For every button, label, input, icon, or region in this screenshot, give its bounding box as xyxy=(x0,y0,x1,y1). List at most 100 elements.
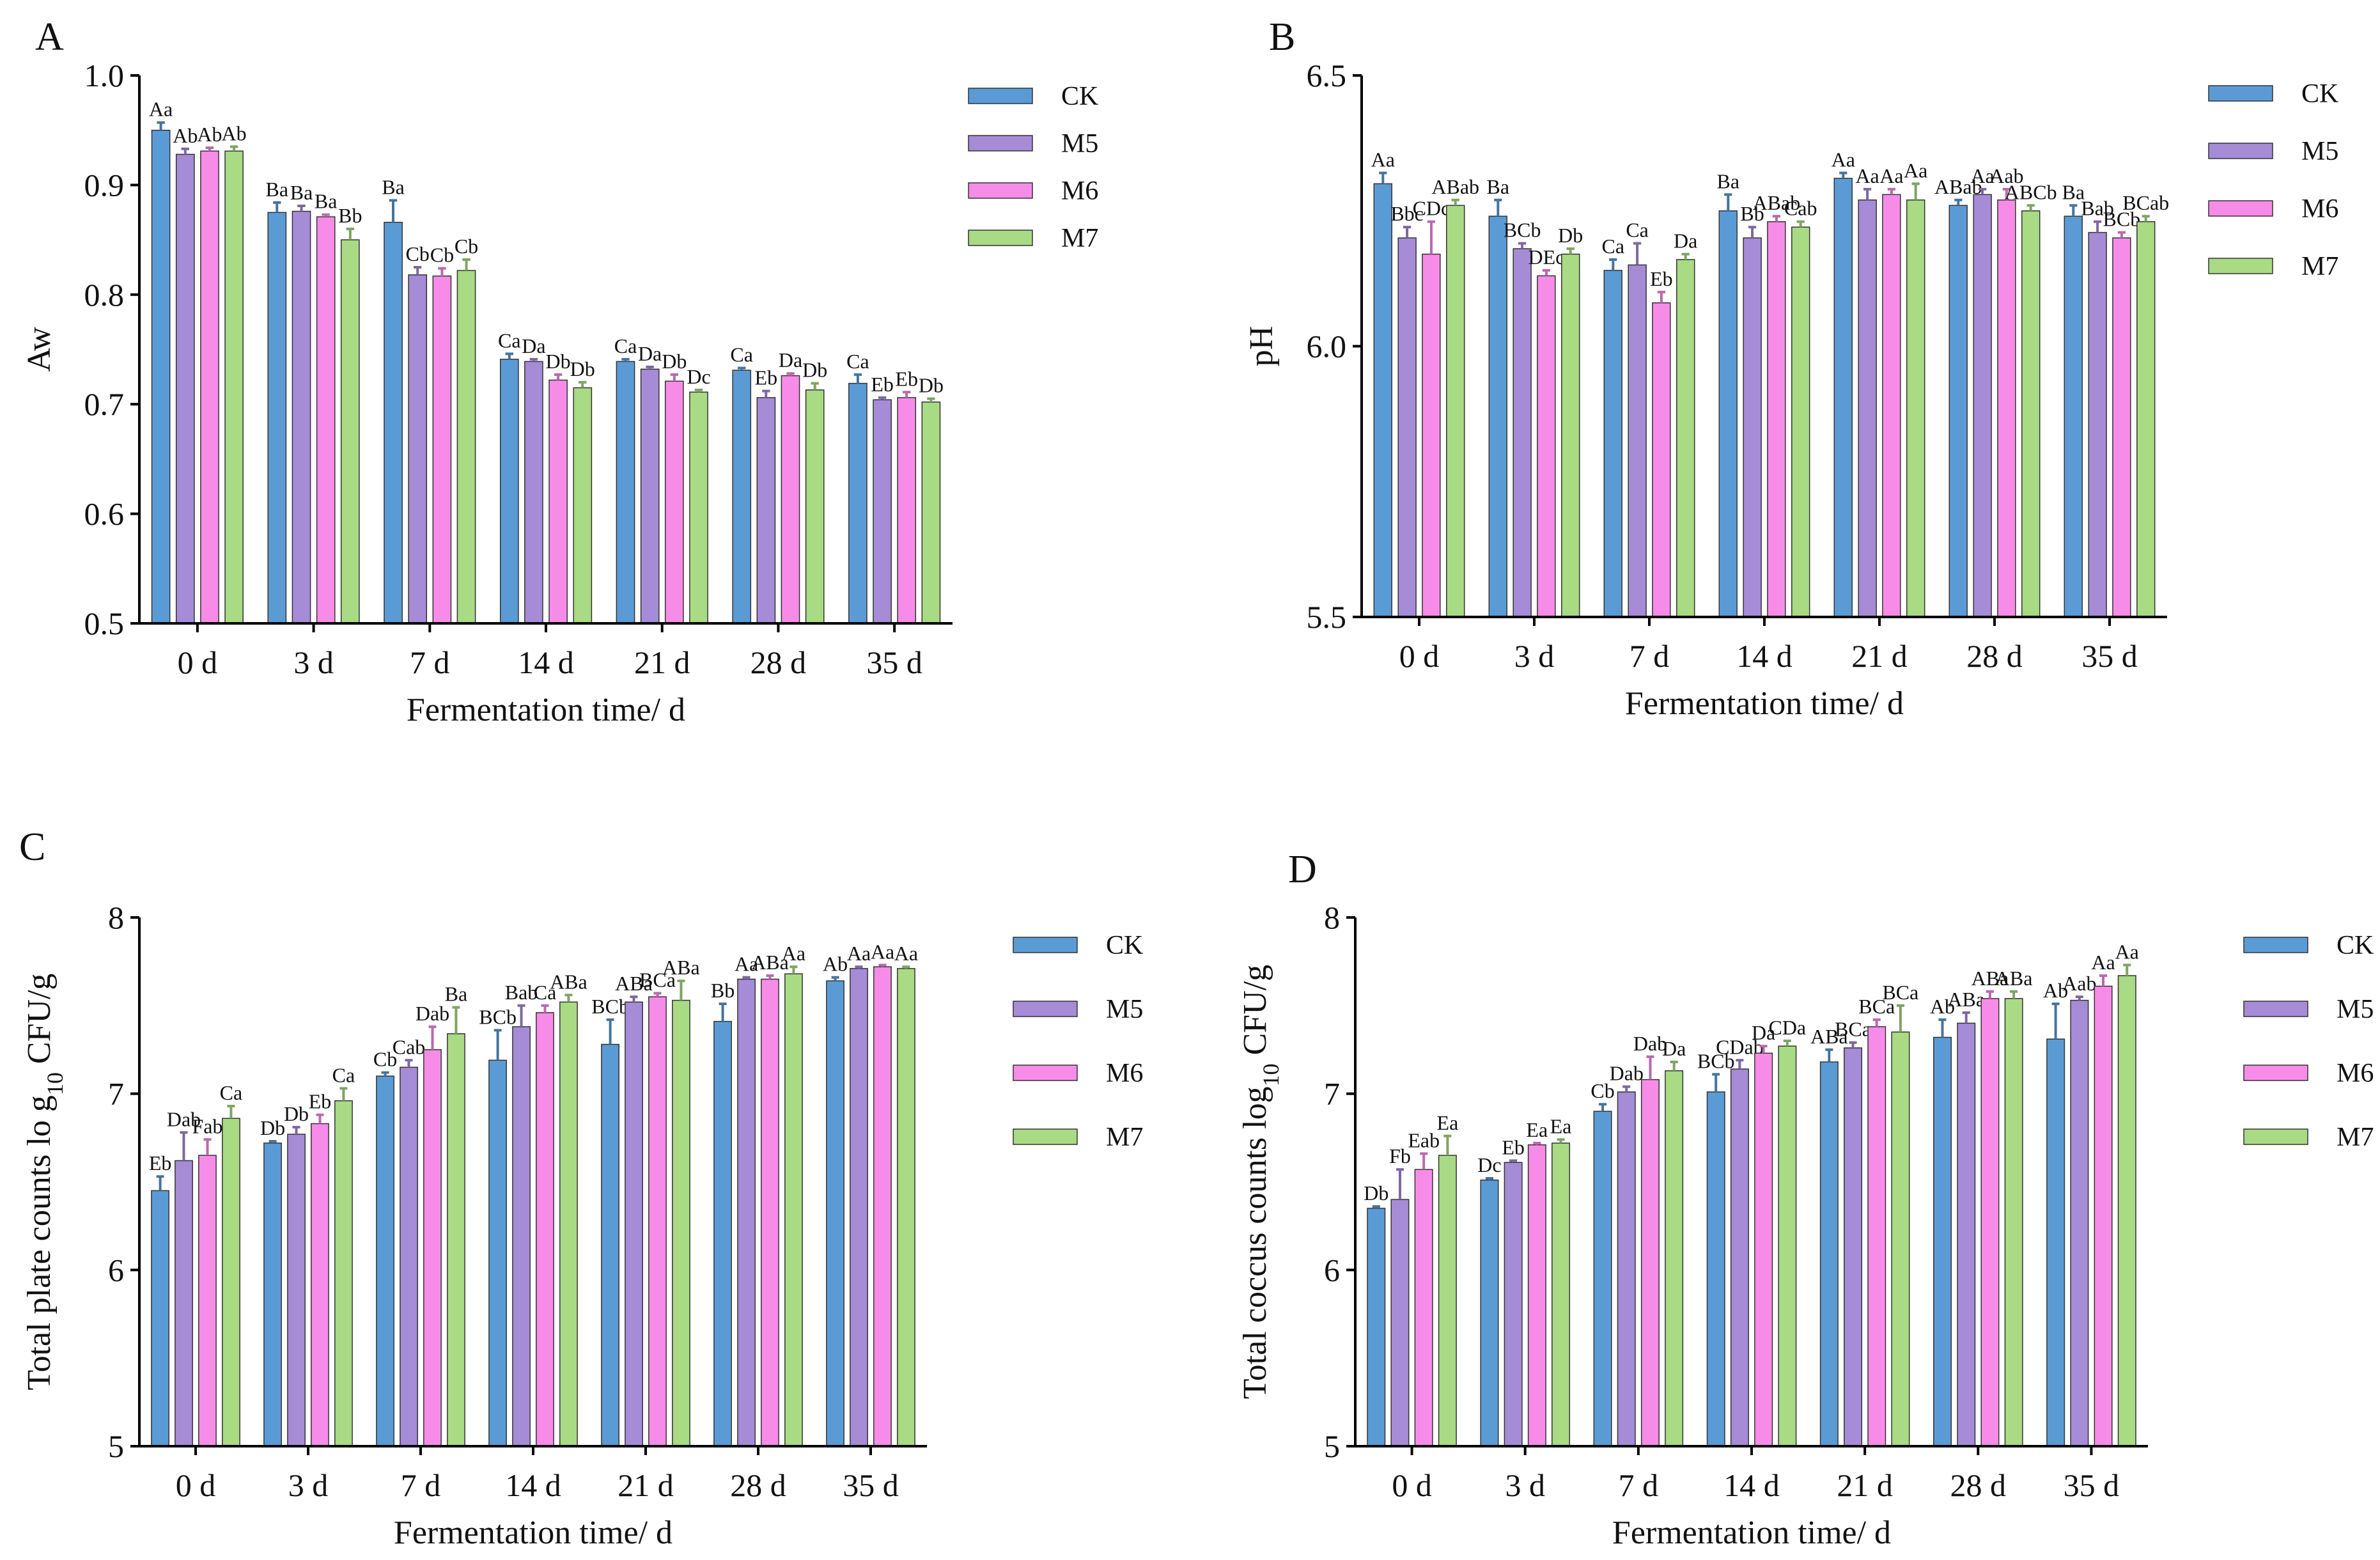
significance-label: Dab xyxy=(167,1107,201,1130)
y-tick-label: 6 xyxy=(108,1252,124,1288)
legend-swatch-m5 xyxy=(2243,1001,2308,1017)
legend-label-m5: M5 xyxy=(1061,129,1098,159)
legend-label-m6: M6 xyxy=(1106,1059,1143,1088)
bar-m7-21d xyxy=(689,391,708,624)
significance-label: Cb xyxy=(455,235,478,258)
significance-label: BCb xyxy=(591,995,629,1018)
significance-label: Ab xyxy=(1930,995,1955,1018)
significance-label: BCa xyxy=(1835,1018,1871,1041)
bar-m5-3d xyxy=(1504,1162,1523,1447)
significance-label: Ea xyxy=(1526,1118,1548,1141)
bar-m5-7d xyxy=(1628,264,1647,618)
significance-label: Ca xyxy=(614,334,637,357)
significance-label: Db xyxy=(1558,224,1583,247)
bar-ck-3d xyxy=(1488,215,1507,618)
bar-ck-14d xyxy=(488,1059,507,1447)
significance-label: Dc xyxy=(1477,1153,1501,1176)
bar-m5-3d xyxy=(292,210,311,624)
bar-m6-35d xyxy=(873,966,892,1447)
significance-label: Aa xyxy=(1904,159,1927,182)
significance-label: DEc xyxy=(1528,246,1564,269)
significance-label: Aa xyxy=(735,953,758,976)
significance-label: Eb xyxy=(1650,267,1673,290)
y-tick-label: 6 xyxy=(1324,1252,1340,1288)
y-tick-label: 5 xyxy=(108,1428,124,1464)
significance-label: ABab xyxy=(1431,175,1479,198)
bar-m7-7d xyxy=(447,1033,465,1447)
significance-label: Aab xyxy=(1989,164,2023,187)
y-tick-label: 5 xyxy=(1324,1428,1340,1464)
bar-m7-28d xyxy=(805,389,825,624)
legend-label-ck: CK xyxy=(1106,931,1143,960)
bar-m5-3d xyxy=(287,1134,306,1447)
bar-ck-35d xyxy=(848,382,867,624)
significance-label: ABa xyxy=(662,956,700,979)
bar-m6-21d xyxy=(648,996,667,1447)
significance-label: Db xyxy=(260,1116,285,1139)
legend-swatch-m7 xyxy=(1013,1128,1078,1145)
significance-label: Ea xyxy=(1550,1114,1572,1137)
significance-label: ABab xyxy=(1753,191,1801,214)
bar-m7-35d xyxy=(897,968,915,1447)
x-tick-label: 35 d xyxy=(843,1467,899,1503)
bar-m7-3d xyxy=(1552,1143,1571,1447)
significance-label: ABa xyxy=(1810,1025,1848,1048)
bar-m6-21d xyxy=(664,380,684,624)
legend-label-m6: M6 xyxy=(1061,176,1098,206)
significance-label: Ca xyxy=(534,981,557,1004)
bar-ck-14d xyxy=(499,359,519,624)
significance-label: Ba xyxy=(290,181,313,204)
significance-label: Ca xyxy=(1602,235,1625,258)
legend-label-m5: M5 xyxy=(2337,995,2374,1024)
legend-label-m7: M7 xyxy=(1061,224,1098,253)
significance-label: Aa xyxy=(1832,148,1855,171)
significance-label: Db xyxy=(919,374,944,397)
significance-label: Aa xyxy=(1855,164,1879,187)
bar-m5-21d xyxy=(640,368,660,624)
significance-label: Ba xyxy=(2062,180,2085,203)
significance-label: Aa xyxy=(1879,164,1903,187)
bar-m6-35d xyxy=(2094,985,2113,1447)
significance-label: Db xyxy=(1364,1182,1388,1205)
significance-label: Ca xyxy=(332,1063,355,1086)
x-tick-label: 35 d xyxy=(2081,638,2138,674)
significance-label: Eb xyxy=(871,373,894,396)
significance-label: BCab xyxy=(2122,191,2169,214)
legend-swatch-m7 xyxy=(968,230,1033,246)
significance-label: ABa xyxy=(550,970,587,993)
bar-m7-14d xyxy=(559,1001,578,1447)
significance-label: Da xyxy=(1752,1021,1775,1044)
bar-m6-14d xyxy=(548,379,568,624)
significance-label: Ab xyxy=(222,121,247,144)
legend-label-m7: M7 xyxy=(1106,1123,1143,1152)
significance-label: Eb xyxy=(895,367,918,390)
legend-swatch-m5 xyxy=(2208,143,2273,159)
significance-label: ABCb xyxy=(2005,180,2057,203)
bar-ck-35d xyxy=(2064,215,2083,618)
y-tick-label: 0.5 xyxy=(84,605,125,641)
legend-swatch-m6 xyxy=(2243,1065,2308,1081)
x-axis-title: Fermentation time/ d xyxy=(1625,685,1904,722)
x-tick-label: 0 d xyxy=(1392,1467,1432,1503)
bar-m5-35d xyxy=(2088,231,2107,618)
bar-ck-7d xyxy=(384,221,403,624)
bar-m7-35d xyxy=(2136,221,2156,618)
y-tick-label: 7 xyxy=(108,1076,124,1112)
bar-ck-0d xyxy=(1373,183,1392,618)
bar-m7-28d xyxy=(2004,998,2023,1447)
legend-swatch-m6 xyxy=(1013,1065,1078,1081)
significance-label: Dab xyxy=(1610,1062,1644,1085)
legend-swatch-m6 xyxy=(968,182,1033,199)
significance-label: Aa xyxy=(2115,940,2139,963)
significance-label: Ba xyxy=(445,983,468,1006)
bar-m7-21d xyxy=(1906,199,1925,618)
significance-label: Aa xyxy=(871,940,894,963)
legend-swatch-ck xyxy=(2243,937,2308,953)
x-tick-label: 3 d xyxy=(1514,638,1555,674)
legend-swatch-m6 xyxy=(2208,200,2273,217)
significance-label: Ba xyxy=(266,178,289,201)
